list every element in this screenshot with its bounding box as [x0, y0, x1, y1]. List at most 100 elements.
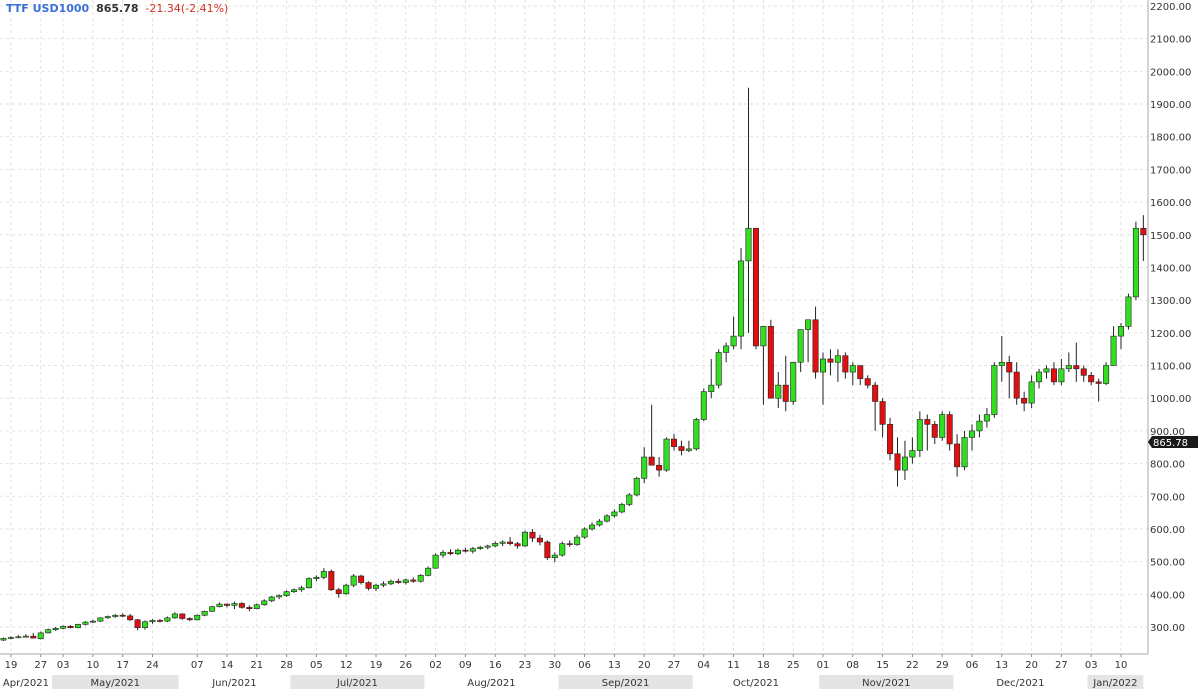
candle-up[interactable]: [52, 628, 59, 630]
candle-up[interactable]: [171, 613, 178, 619]
candle-up[interactable]: [209, 606, 216, 612]
candle-up[interactable]: [834, 355, 841, 363]
candle-up[interactable]: [641, 456, 648, 479]
candle-down[interactable]: [127, 615, 134, 621]
candle-down[interactable]: [1088, 375, 1095, 383]
candle-up[interactable]: [991, 365, 998, 415]
candle-up[interactable]: [797, 329, 804, 363]
candle-up[interactable]: [201, 611, 208, 616]
candle-up[interactable]: [253, 604, 260, 609]
candle-up[interactable]: [425, 567, 432, 576]
candle-up[interactable]: [1118, 326, 1125, 337]
candle-up[interactable]: [574, 536, 581, 545]
candle-down[interactable]: [30, 635, 37, 639]
candle-up[interactable]: [343, 584, 350, 594]
candle-up[interactable]: [231, 603, 238, 606]
candle-up[interactable]: [901, 456, 908, 471]
candle-up[interactable]: [916, 419, 923, 451]
candle-down[interactable]: [782, 384, 789, 402]
candle-down[interactable]: [1073, 365, 1080, 370]
candle-down[interactable]: [514, 543, 521, 547]
candle-up[interactable]: [283, 591, 290, 596]
candle-up[interactable]: [387, 580, 394, 585]
candle-up[interactable]: [983, 414, 990, 422]
candle-down[interactable]: [656, 464, 663, 471]
candle-down[interactable]: [544, 541, 551, 559]
candle-up[interactable]: [320, 571, 327, 578]
candle-up[interactable]: [194, 614, 201, 621]
candle-up[interactable]: [276, 595, 283, 598]
candle-down[interactable]: [1013, 371, 1020, 399]
candle-up[interactable]: [968, 430, 975, 438]
candle-up[interactable]: [618, 504, 625, 513]
candle-down[interactable]: [529, 531, 536, 539]
candle-up[interactable]: [15, 636, 22, 639]
candle-up[interactable]: [693, 419, 700, 450]
candle-up[interactable]: [484, 545, 491, 548]
candle-down[interactable]: [857, 365, 864, 379]
candle-down[interactable]: [335, 589, 342, 594]
candle-up[interactable]: [611, 511, 618, 517]
candle-down[interactable]: [186, 618, 193, 621]
candle-up[interactable]: [499, 541, 506, 544]
candle-up[interactable]: [82, 621, 89, 625]
candle-down[interactable]: [156, 620, 163, 622]
candle-down[interactable]: [1050, 368, 1057, 383]
candle-up[interactable]: [492, 543, 499, 547]
candle-up[interactable]: [723, 345, 730, 353]
candle-down[interactable]: [1006, 361, 1013, 373]
candle-up[interactable]: [104, 616, 111, 619]
candle-up[interactable]: [268, 596, 275, 602]
candle-up[interactable]: [976, 420, 983, 432]
candle-up[interactable]: [559, 543, 566, 556]
candle-up[interactable]: [1043, 368, 1050, 373]
candle-up[interactable]: [60, 626, 67, 629]
candle-down[interactable]: [447, 552, 454, 555]
candle-down[interactable]: [648, 456, 655, 466]
candle-up[interactable]: [477, 546, 484, 549]
candle-down[interactable]: [670, 438, 677, 447]
candle-down[interactable]: [224, 603, 231, 606]
candle-up[interactable]: [164, 617, 171, 622]
candle-down[interactable]: [767, 326, 774, 399]
candle-up[interactable]: [633, 477, 640, 496]
candle-down[interactable]: [872, 384, 879, 402]
candle-up[interactable]: [745, 227, 752, 262]
candle-down[interactable]: [752, 227, 759, 347]
candle-down[interactable]: [67, 626, 74, 628]
candle-up[interactable]: [581, 528, 588, 538]
candle-up[interactable]: [0, 638, 7, 641]
candle-up[interactable]: [551, 554, 558, 559]
candle-up[interactable]: [1058, 368, 1065, 383]
candle-up[interactable]: [909, 450, 916, 458]
candle-down[interactable]: [946, 414, 953, 445]
candle-up[interactable]: [440, 552, 447, 556]
candle-up[interactable]: [715, 352, 722, 386]
candle-down[interactable]: [678, 446, 685, 451]
candle-up[interactable]: [454, 549, 461, 555]
candle-up[interactable]: [708, 384, 715, 392]
candle-down[interactable]: [864, 378, 871, 386]
candle-up[interactable]: [37, 632, 44, 640]
ticker-symbol[interactable]: TTF USD1000: [6, 2, 90, 15]
candle-up[interactable]: [89, 620, 96, 623]
candle-up[interactable]: [22, 635, 29, 638]
candle-down[interactable]: [931, 424, 938, 438]
candle-down[interactable]: [462, 549, 469, 552]
candle-down[interactable]: [1080, 368, 1087, 376]
candle-up[interactable]: [75, 624, 82, 628]
candle-up[interactable]: [149, 620, 156, 623]
candle-up[interactable]: [596, 520, 603, 526]
candle-up[interactable]: [685, 448, 692, 451]
candle-up[interactable]: [1125, 296, 1132, 327]
candle-down[interactable]: [887, 424, 894, 455]
candle-up[interactable]: [112, 614, 119, 617]
candle-up[interactable]: [1036, 371, 1043, 383]
candle-up[interactable]: [1103, 365, 1110, 384]
candle-up[interactable]: [589, 524, 596, 530]
candle-up[interactable]: [216, 603, 223, 608]
candle-down[interactable]: [1095, 381, 1102, 384]
candle-up[interactable]: [97, 617, 104, 622]
candle-up[interactable]: [142, 621, 149, 628]
candle-up[interactable]: [298, 587, 305, 591]
